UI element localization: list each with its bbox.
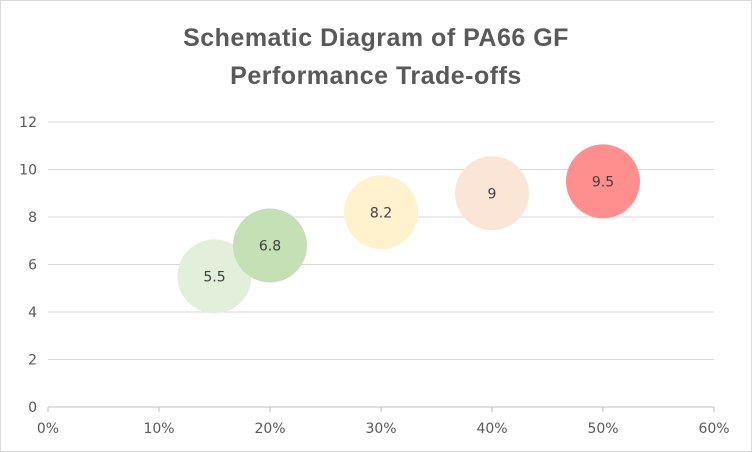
chart-title-line-1: Schematic Diagram of PA66 GF — [183, 24, 569, 52]
bubble — [455, 156, 529, 231]
x-tick-label: 30% — [365, 421, 396, 437]
bubble — [566, 144, 640, 219]
bubble-labels: 5.5 6.8 8.2 9 9.5 — [203, 174, 614, 285]
y-tick-label: 4 — [28, 305, 37, 321]
x-tick-label: 60% — [698, 421, 729, 437]
chart-title-line-2: Performance Trade-offs — [230, 62, 522, 90]
x-tick-label: 40% — [476, 421, 507, 437]
bubble-data-label: 9.5 — [592, 174, 614, 190]
bubble-data-label: 9 — [488, 186, 497, 202]
x-tick-label: 50% — [587, 421, 618, 437]
bubble-data-label: 8.2 — [370, 205, 392, 221]
y-tick-label: 12 — [19, 115, 37, 131]
y-tick-label: 8 — [28, 210, 37, 226]
chart-title: Schematic Diagram of PA66 GF Performance… — [1, 19, 751, 95]
bubbles — [177, 144, 640, 314]
y-tick-label: 6 — [28, 258, 37, 274]
bubble-data-label: 6.8 — [259, 239, 281, 255]
x-tick-label: 0% — [37, 421, 59, 437]
bubble — [344, 175, 418, 250]
y-tick-label: 10 — [19, 163, 37, 179]
y-tick-label: 0 — [28, 400, 37, 416]
y-tick-label: 2 — [28, 353, 37, 369]
bubble — [233, 208, 307, 283]
bubble — [177, 239, 252, 314]
axes: 0 2 4 6 8 10 12 0% 10% 20% 30% 40% 50% 60% — [19, 115, 729, 437]
x-tick-label: 20% — [254, 421, 285, 437]
bubble-data-label: 5.5 — [203, 269, 225, 285]
x-tick-label: 10% — [143, 421, 174, 437]
